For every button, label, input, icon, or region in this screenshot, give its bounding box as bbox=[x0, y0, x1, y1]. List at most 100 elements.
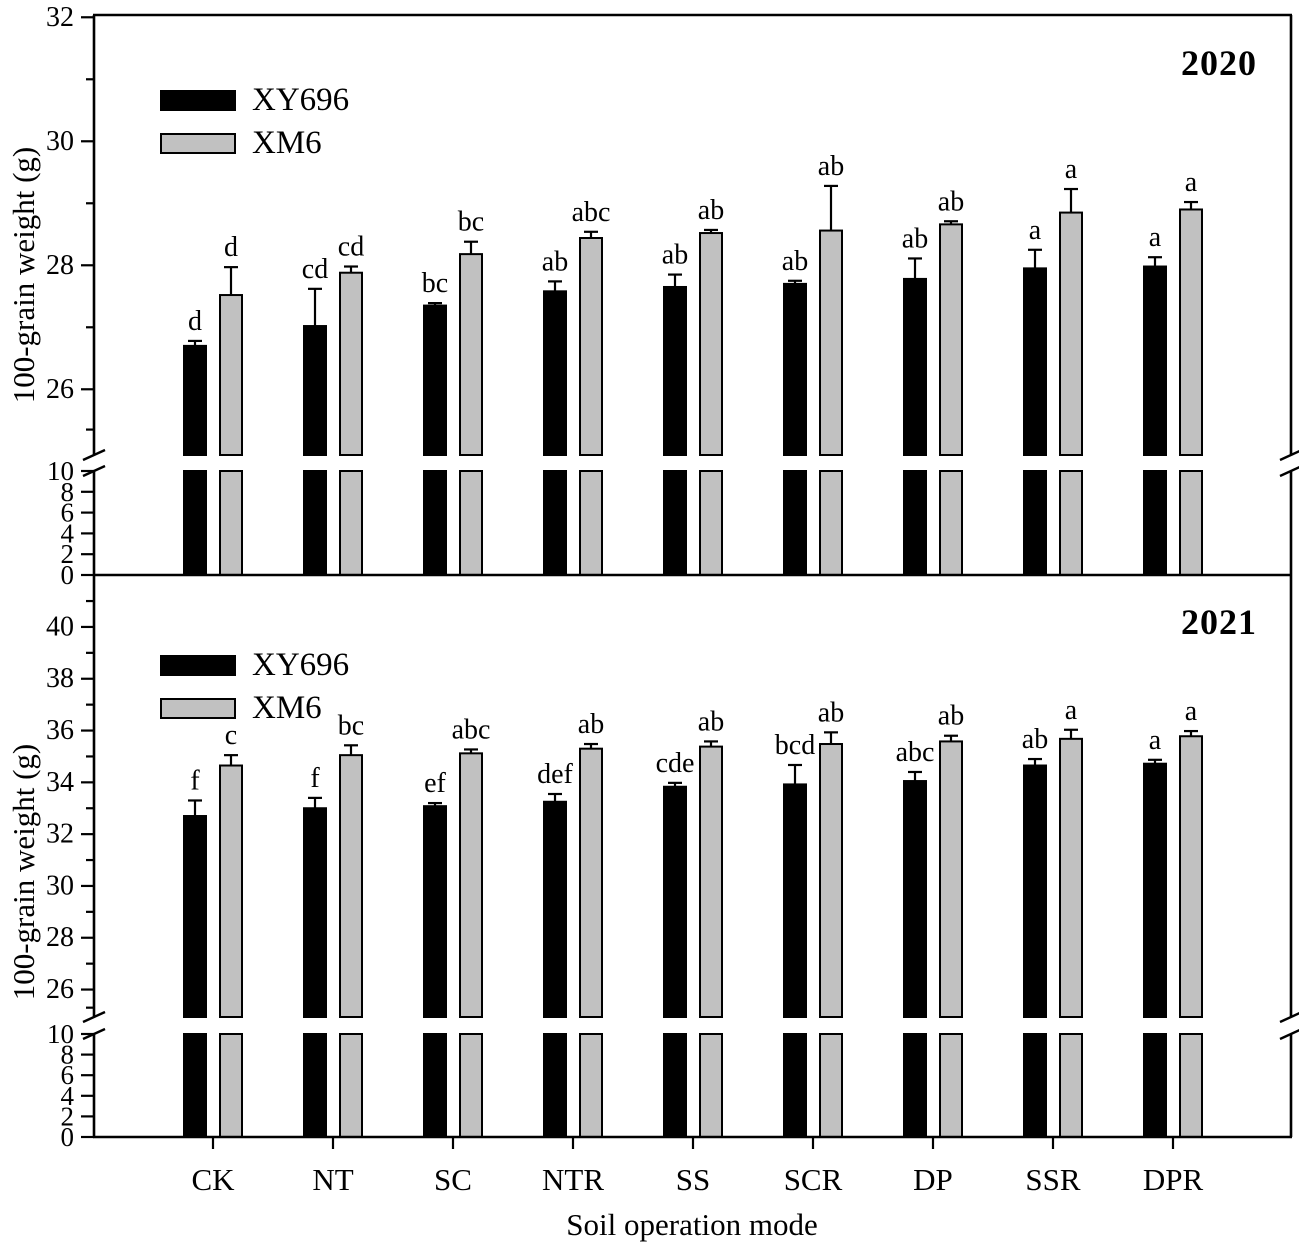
y-tick-label-break-2020-0: 0 bbox=[61, 560, 75, 590]
axis-break-2020-3 bbox=[1279, 466, 1299, 478]
y-tick-label-2021-36: 36 bbox=[46, 715, 74, 746]
bar-break-2021-xm6-dp bbox=[939, 1033, 963, 1138]
sig-letter-2021-xy696-dpr: a bbox=[1149, 725, 1162, 756]
bar-break-2020-xy696-ss bbox=[663, 470, 687, 576]
panel-title-2021: 2021 bbox=[1181, 602, 1257, 642]
sig-letter-2020-xy696-nt: cd bbox=[302, 254, 328, 285]
sig-letter-2021-xy696-sc: ef bbox=[424, 768, 446, 799]
y-axis-label-2020: 100-grain weight (g) bbox=[6, 146, 41, 404]
bar-break-2020-xy696-ck bbox=[183, 470, 207, 576]
y-tick-label-break-2020-6: 6 bbox=[61, 498, 75, 528]
bar-break-2021-xm6-ntr bbox=[579, 1033, 603, 1138]
sig-letter-2020-xm6-dpr: a bbox=[1185, 167, 1198, 198]
legend-label-xy696: XY696 bbox=[252, 647, 350, 683]
sig-letter-2020-xm6-scr: ab bbox=[818, 151, 844, 182]
bar-break-2020-xy696-ntr bbox=[543, 470, 567, 576]
bar-2020-xm6-dp bbox=[939, 223, 963, 456]
sig-letter-2020-xy696-ck: d bbox=[188, 306, 202, 337]
legend-item-xm6: XM6 bbox=[160, 691, 349, 726]
y-tick-label-2021-26: 26 bbox=[46, 974, 74, 1005]
bar-2021-xy696-ck bbox=[183, 815, 207, 1018]
bar-break-2020-xy696-ssr bbox=[1023, 470, 1047, 576]
bar-2021-xm6-scr bbox=[819, 743, 843, 1018]
bar-break-2020-xm6-sc bbox=[459, 470, 483, 576]
x-tick-label-ck: CK bbox=[191, 1162, 235, 1197]
bar-break-2021-xy696-ntr bbox=[543, 1033, 567, 1138]
axis-break-2020-0 bbox=[82, 448, 106, 462]
bar-2020-xm6-sc bbox=[459, 253, 483, 456]
bar-break-2021-xm6-sc bbox=[459, 1033, 483, 1138]
bar-2021-xm6-ss bbox=[699, 745, 723, 1018]
x-tick-label-sc: SC bbox=[434, 1162, 472, 1197]
bar-break-2021-xm6-scr bbox=[819, 1033, 843, 1138]
bar-2021-xm6-ssr bbox=[1059, 737, 1083, 1018]
sig-letter-2021-xy696-ss: cde bbox=[656, 748, 695, 779]
bar-2020-xm6-ssr bbox=[1059, 211, 1083, 456]
sig-letter-2020-xy696-dp: ab bbox=[902, 223, 928, 254]
bar-2021-xm6-sc bbox=[459, 752, 483, 1018]
x-axis-label: Soil operation mode bbox=[566, 1207, 818, 1242]
legend-label-xy696: XY696 bbox=[252, 82, 350, 118]
x-tick-label-dp: DP bbox=[913, 1162, 953, 1197]
bar-break-2021-xm6-nt bbox=[339, 1033, 363, 1138]
y-tick-label-break-2020-8: 8 bbox=[61, 477, 75, 507]
bar-2021-xm6-dp bbox=[939, 740, 963, 1018]
bar-2020-xm6-ck bbox=[219, 294, 243, 457]
legend-swatch-xy696-icon bbox=[160, 90, 236, 111]
bar-2020-xm6-ntr bbox=[579, 237, 603, 456]
bar-2021-xy696-ssr bbox=[1023, 764, 1047, 1018]
sig-letter-2020-xm6-nt: cd bbox=[338, 232, 364, 263]
bar-break-2021-xy696-scr bbox=[783, 1033, 807, 1138]
sig-letter-2021-xy696-ssr: ab bbox=[1022, 724, 1048, 755]
bar-2021-xy696-dp bbox=[903, 780, 927, 1019]
axis-break-2020-2 bbox=[1279, 450, 1299, 462]
bar-break-2021-xy696-sc bbox=[423, 1033, 447, 1138]
bar-break-2020-xm6-nt bbox=[339, 470, 363, 576]
legend-2021: XY696 XM6 bbox=[160, 648, 349, 734]
sig-letter-2020-xy696-dpr: a bbox=[1149, 222, 1162, 253]
axis-break-2020-1 bbox=[82, 464, 106, 478]
bar-2020-xm6-dpr bbox=[1179, 208, 1203, 456]
bar-break-2021-xm6-ss bbox=[699, 1033, 723, 1138]
sig-letter-2020-xm6-ssr: a bbox=[1065, 154, 1078, 185]
x-tick-label-ntr: NTR bbox=[542, 1162, 604, 1197]
bar-break-2020-xm6-dpr bbox=[1179, 470, 1203, 576]
bar-2020-xm6-nt bbox=[339, 271, 363, 456]
x-tick-label-ss: SS bbox=[676, 1162, 710, 1197]
y-tick-label-2020-26: 26 bbox=[46, 374, 74, 405]
bar-break-2020-xm6-ck bbox=[219, 470, 243, 576]
y-tick-label-break-2021-8: 8 bbox=[61, 1040, 75, 1070]
sig-letter-2021-xm6-ck: c bbox=[225, 720, 237, 751]
sig-letter-2020-xm6-sc: bc bbox=[458, 207, 484, 238]
y-tick-label-break-2021-2: 2 bbox=[61, 1101, 75, 1131]
bar-break-2020-xy696-nt bbox=[303, 470, 327, 576]
bar-2020-xy696-scr bbox=[783, 282, 807, 456]
sig-letter-2020-xy696-ntr: ab bbox=[542, 246, 568, 277]
legend-label-xm6: XM6 bbox=[252, 125, 322, 161]
sig-letter-2021-xm6-dp: ab bbox=[938, 701, 964, 732]
y-tick-label-2020-30: 30 bbox=[46, 126, 74, 157]
axis-break-2021-0 bbox=[82, 1010, 106, 1024]
bar-break-2020-xy696-dpr bbox=[1143, 470, 1167, 576]
bar-break-2020-xm6-ss bbox=[699, 470, 723, 576]
bar-2021-xy696-sc bbox=[423, 805, 447, 1019]
sig-letter-2021-xm6-scr: ab bbox=[818, 697, 844, 728]
bar-break-2020-xy696-sc bbox=[423, 470, 447, 576]
axis-break-2021-1 bbox=[82, 1027, 106, 1041]
sig-letter-2020-xm6-ss: ab bbox=[698, 195, 724, 226]
y-tick-label-2021-28: 28 bbox=[46, 922, 74, 953]
bar-2020-xy696-ssr bbox=[1023, 267, 1047, 456]
sig-letter-2020-xy696-scr: ab bbox=[782, 246, 808, 277]
sig-letter-2021-xm6-ss: ab bbox=[698, 706, 724, 737]
x-tick-label-scr: SCR bbox=[784, 1162, 843, 1197]
sig-letter-2020-xy696-ssr: a bbox=[1029, 215, 1042, 246]
bar-2020-xy696-ss bbox=[663, 285, 687, 457]
bar-2021-xm6-nt bbox=[339, 754, 363, 1018]
y-tick-label-2020-28: 28 bbox=[46, 250, 74, 281]
sig-letter-2021-xy696-dp: abc bbox=[896, 737, 935, 768]
sig-letter-2021-xy696-scr: bcd bbox=[775, 730, 815, 761]
legend-item-xm6: XM6 bbox=[160, 126, 349, 161]
bar-break-2021-xm6-ck bbox=[219, 1033, 243, 1138]
x-tick-label-dpr: DPR bbox=[1143, 1162, 1204, 1197]
